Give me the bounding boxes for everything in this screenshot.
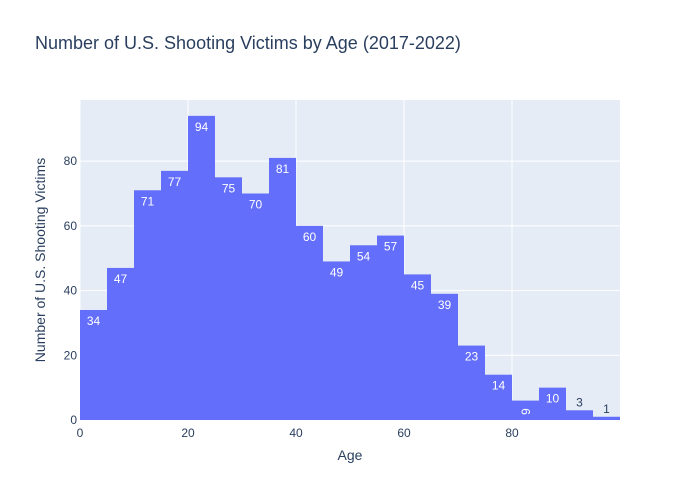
histogram-bar: [350, 245, 377, 420]
bar-value-label: 1: [603, 402, 610, 416]
x-tick-label: 20: [181, 426, 195, 440]
bar-value-label: 39: [438, 298, 452, 312]
histogram-bar: [323, 261, 350, 420]
x-axis-title: Age: [338, 447, 363, 463]
y-tick-label: 80: [64, 154, 78, 168]
y-tick-label: 20: [64, 348, 78, 362]
x-tick-label: 40: [289, 426, 303, 440]
bar-value-label: 45: [411, 278, 425, 292]
bar-value-label: 3: [576, 395, 583, 409]
histogram-bar: [404, 274, 431, 420]
y-tick-label: 60: [64, 219, 78, 233]
histogram-bar: [296, 225, 323, 420]
bar-value-label: 49: [330, 265, 344, 279]
bar-value-label: 81: [276, 162, 290, 176]
bar-value-label: 23: [465, 350, 479, 364]
histogram-bar: [539, 387, 566, 420]
histogram-bar: [593, 416, 620, 420]
bars: 34 47 71 77 94 75 70 81 60 49 54 57 45 39 23 14 6 10 3 1: [80, 115, 620, 420]
histogram-bar: [431, 293, 458, 420]
histogram-bar: [377, 235, 404, 420]
tick-labels: 0 20 40 60 80 0 20 40 60 80: [64, 154, 519, 440]
bar-value-label: 14: [492, 379, 506, 393]
histogram-bar: [566, 410, 593, 420]
histogram-bar: [215, 177, 242, 420]
histogram-bar: [107, 267, 134, 420]
bar-value-label: 34: [87, 314, 101, 328]
x-tick-label: 60: [397, 426, 411, 440]
histogram-bar: [80, 309, 107, 420]
histogram-bar: [134, 190, 161, 420]
bar-value-label: 71: [141, 194, 155, 208]
y-axis-title: Number of U.S. Shooting Victims: [32, 158, 48, 362]
y-tick-label: 40: [64, 284, 78, 298]
bar-value-label: 57: [384, 240, 398, 254]
bar-value-label: 54: [357, 249, 371, 263]
histogram-bar: [485, 374, 512, 420]
bar-value-label: 70: [249, 198, 263, 212]
histogram-bar: [512, 400, 539, 420]
bar-value-label: 75: [222, 181, 236, 195]
bar-value-label: 60: [303, 230, 317, 244]
y-tick-label: 0: [70, 413, 77, 427]
histogram-bar: [161, 170, 188, 420]
x-tick-label: 80: [505, 426, 519, 440]
histogram-bar: [458, 345, 485, 420]
bar-value-label: 77: [168, 175, 182, 189]
bar-value-label: 47: [114, 272, 128, 286]
x-tick-label: 0: [77, 426, 84, 440]
chart-title: Number of U.S. Shooting Victims by Age (…: [35, 33, 461, 53]
bar-value-label: 10: [546, 392, 560, 406]
bar-value-label: 94: [195, 120, 209, 134]
histogram-bar: [242, 193, 269, 420]
bar-value-label: 6: [519, 408, 533, 415]
histogram-bar: [269, 157, 296, 420]
histogram-bar: [188, 115, 215, 420]
